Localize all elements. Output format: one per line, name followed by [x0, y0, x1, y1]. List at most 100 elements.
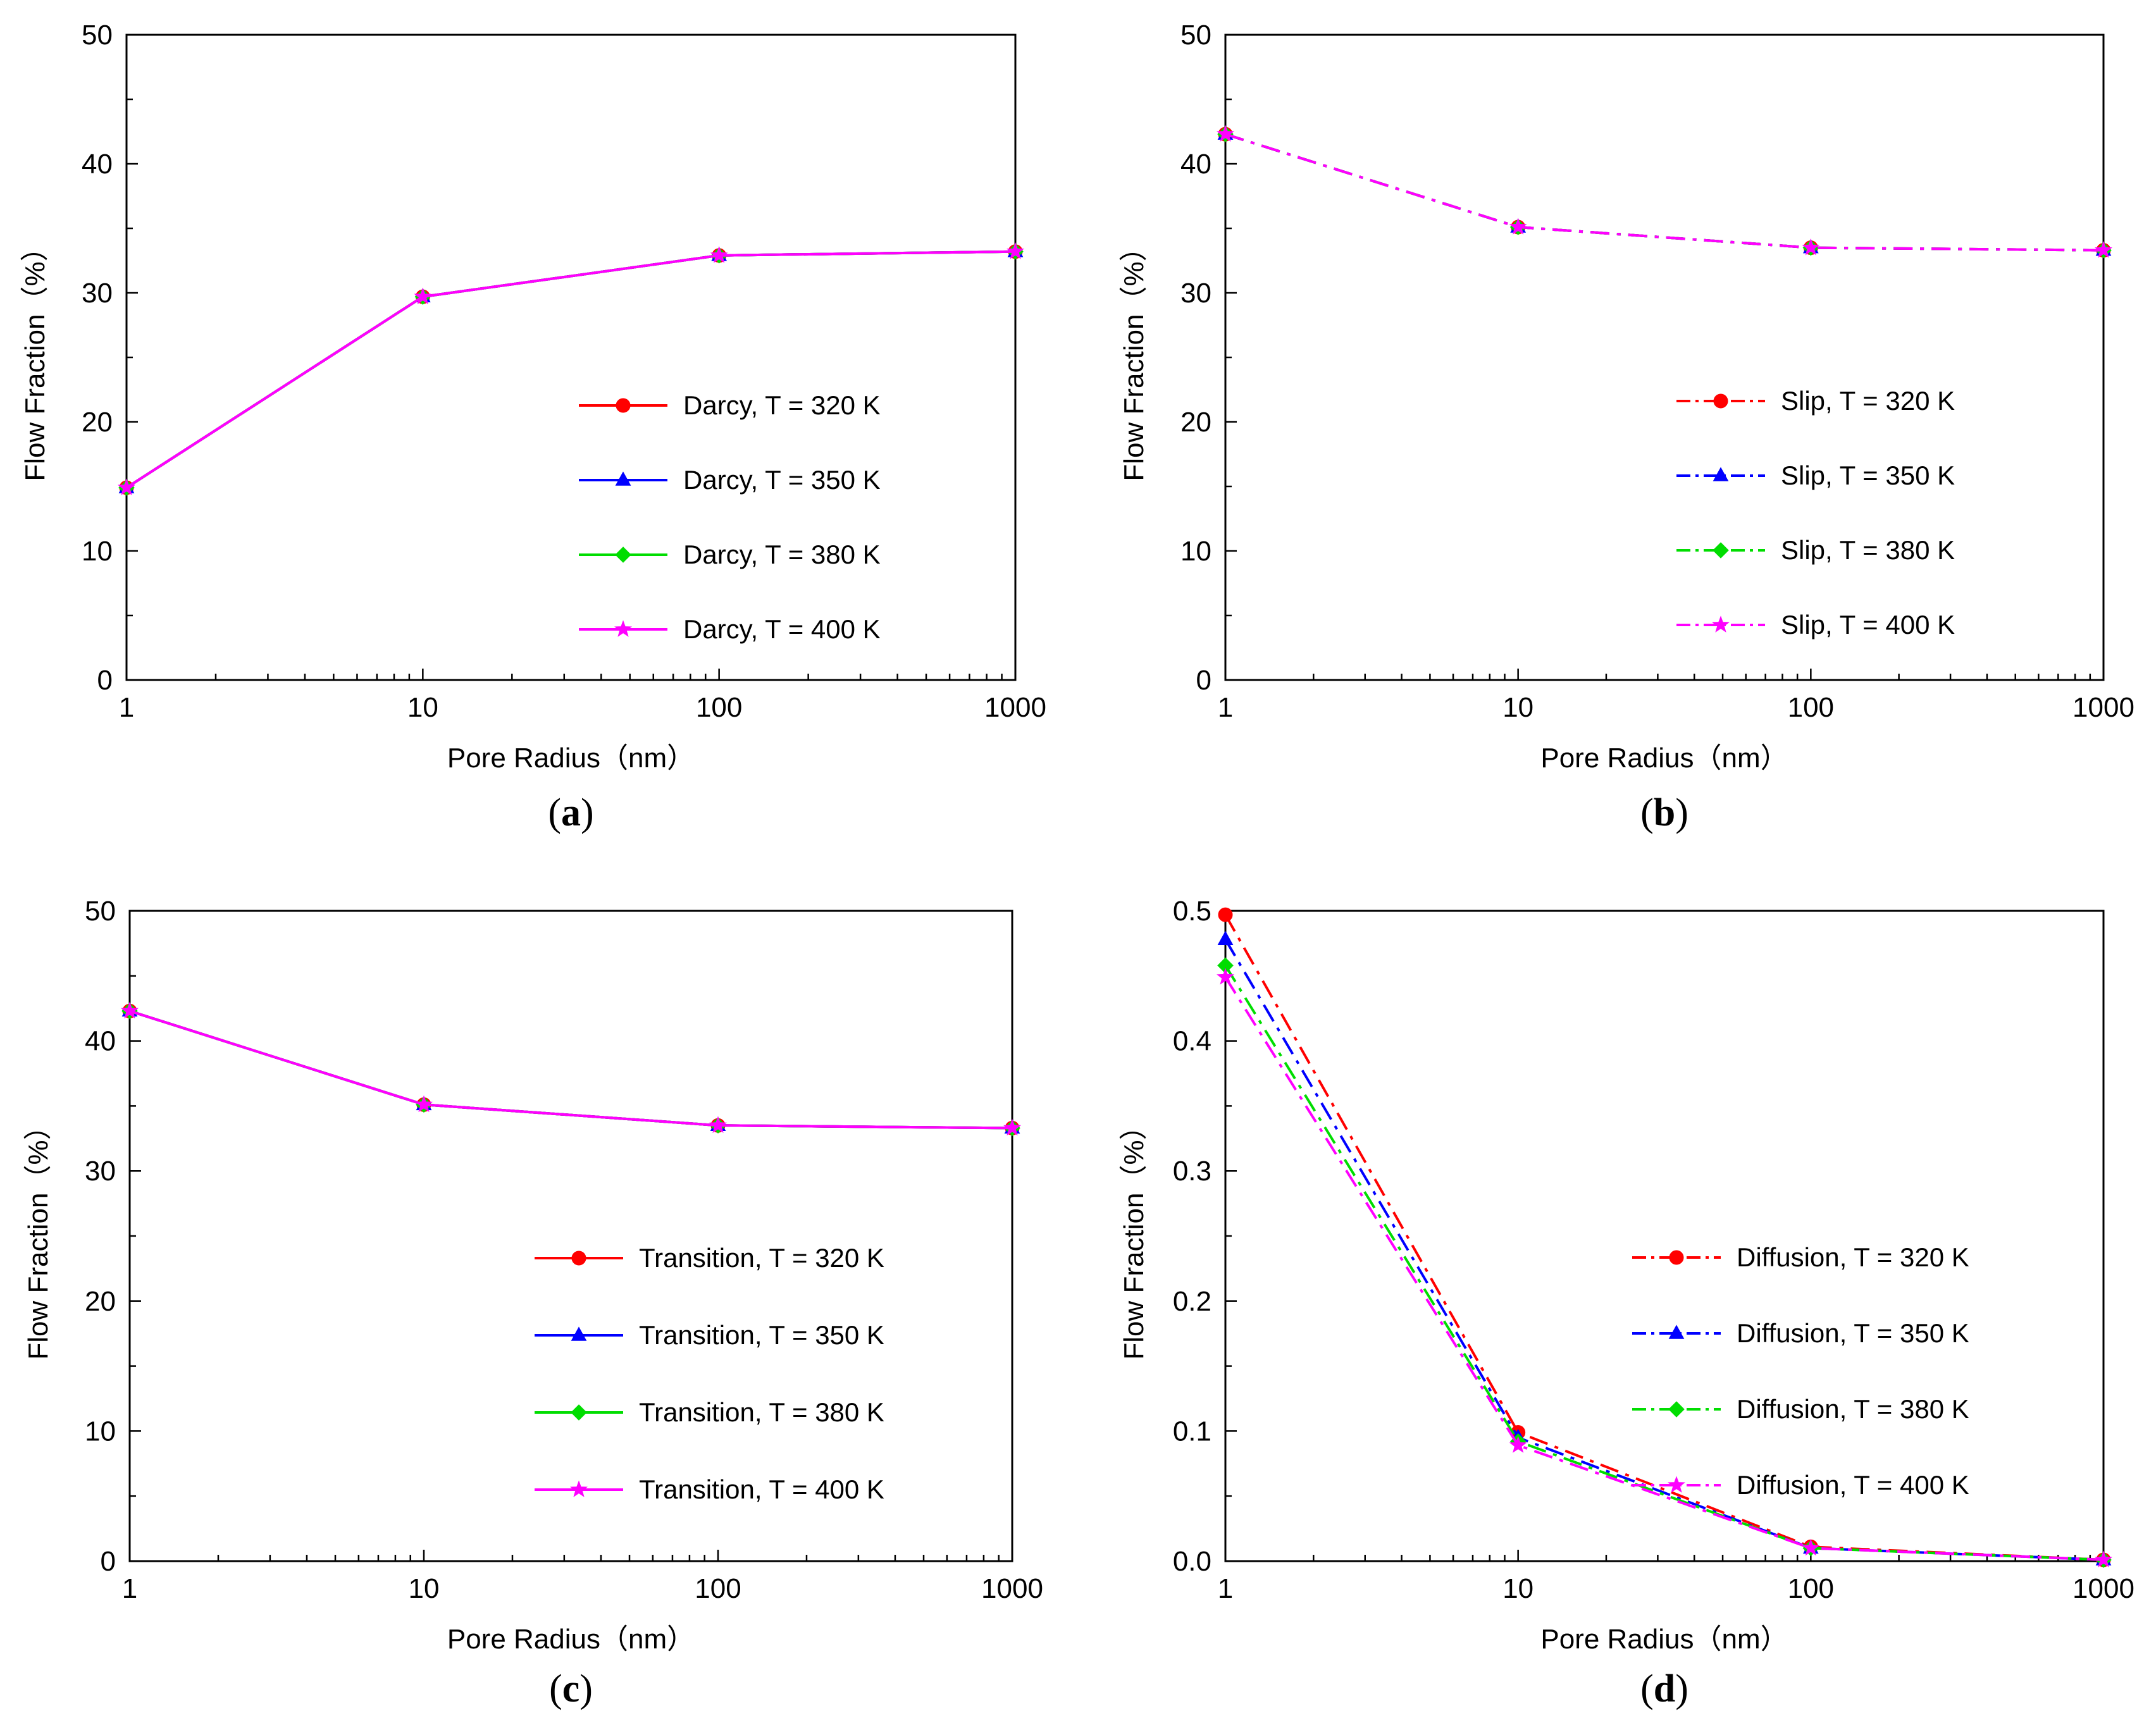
- y-tick-label: 0: [97, 665, 113, 696]
- x-tick-label: 10: [1502, 692, 1533, 723]
- series-line: [1224, 976, 2104, 1561]
- legend-marker: [1712, 615, 1730, 633]
- legend-marker: [1713, 393, 1728, 409]
- panel-label: (c): [549, 1667, 593, 1710]
- y-axis-label: Flow Fraction（%）: [23, 1112, 54, 1359]
- series-3: [1217, 957, 2112, 1568]
- x-tick-label: 1: [122, 1573, 137, 1604]
- series-line: [1225, 133, 2104, 252]
- x-tick-label: 10: [409, 1573, 440, 1604]
- y-tick-label: 10: [82, 536, 113, 567]
- x-tick-label: 1000: [984, 692, 1046, 723]
- x-tick-label: 1000: [2072, 692, 2134, 723]
- legend-label: Darcy, T = 400 K: [683, 614, 881, 644]
- chart-panel-c: 1 10 100 1000 0 10 20 30 40 50 Pore Radius（nm） Flow…: [23, 896, 1043, 1710]
- x-tick-label: 100: [696, 692, 742, 723]
- x-tick-label: 10: [1502, 1573, 1533, 1604]
- legend-marker: [1713, 467, 1729, 481]
- legend-marker: [1713, 542, 1729, 559]
- y-tick-label: 40: [82, 149, 113, 180]
- x-tick-label: 1000: [2072, 1573, 2134, 1604]
- data-point: [1217, 930, 1234, 945]
- legend-marker: [1668, 1401, 1685, 1418]
- plot-frame: [1224, 34, 2105, 681]
- y-tick-label: 10: [1180, 536, 1211, 567]
- legend-label: Transition, T = 400 K: [639, 1474, 884, 1504]
- series-line: [1225, 133, 2104, 252]
- plot-frame: [128, 910, 1013, 1562]
- legend-label: Diffusion, T = 380 K: [1737, 1394, 1969, 1424]
- chart-panel-b: 1 10 100 1000 0 10 20 30 40 50 Pore Radius（nm） Flow…: [1118, 20, 2134, 834]
- series-line: [125, 250, 1016, 489]
- legend-marker: [615, 471, 631, 486]
- legend-label: Diffusion, T = 350 K: [1737, 1318, 1969, 1348]
- data-point: [1217, 968, 1234, 985]
- series-1: [1218, 907, 2111, 1567]
- x-tick-label: 1: [1218, 692, 1233, 723]
- plot-frame: [125, 34, 1017, 681]
- data-point: [1509, 1436, 1527, 1453]
- data-point: [1802, 238, 1820, 256]
- legend-label: Darcy, T = 320 K: [683, 390, 881, 420]
- legend-label: Transition, T = 350 K: [639, 1320, 884, 1350]
- legend-label: Diffusion, T = 400 K: [1737, 1470, 1969, 1500]
- x-axis-label: Pore Radius（nm）: [447, 1624, 695, 1655]
- x-tick-label: 10: [407, 692, 438, 723]
- y-axis-label: Flow Fraction（%）: [1118, 1112, 1149, 1359]
- legend-label: Transition, T = 320 K: [639, 1243, 884, 1273]
- series-line: [129, 1010, 1013, 1130]
- y-tick-label: 50: [85, 896, 116, 927]
- series-4: [121, 1001, 1021, 1136]
- legend-marker: [614, 620, 632, 637]
- y-tick-label: 50: [1180, 20, 1211, 51]
- legend-marker: [570, 1480, 588, 1497]
- data-point: [2095, 241, 2112, 258]
- y-tick-label: 0: [101, 1546, 116, 1577]
- legend-label: Slip, T = 400 K: [1781, 610, 1955, 639]
- series-1: [1218, 127, 2111, 258]
- series-line: [129, 1010, 1013, 1130]
- data-point: [1509, 218, 1527, 235]
- data-point: [709, 1116, 727, 1134]
- legend-label: Darcy, T = 350 K: [683, 465, 881, 495]
- legend-marker: [616, 398, 631, 413]
- y-tick-label: 30: [1180, 278, 1211, 309]
- panel-label: (a): [548, 791, 593, 834]
- series-line: [1224, 965, 2104, 1561]
- data-point: [1802, 1538, 1820, 1556]
- y-tick-label: 40: [1180, 149, 1211, 180]
- data-point: [1218, 907, 1233, 922]
- legend: Darcy, T = 320 K Darcy, T = 350 K Darcy, T…: [579, 390, 881, 644]
- series-2: [121, 1002, 1020, 1134]
- series-4: [1217, 968, 2112, 1567]
- legend-marker: [571, 1251, 586, 1266]
- legend-marker: [615, 547, 631, 563]
- y-tick-label: 20: [1180, 407, 1211, 438]
- panel-label: (b): [1640, 791, 1688, 834]
- legend-marker: [571, 1326, 587, 1341]
- y-tick-label: 0.4: [1173, 1026, 1211, 1057]
- series-line: [1225, 133, 2104, 252]
- legend-label: Slip, T = 380 K: [1781, 535, 1955, 565]
- y-tick-label: 40: [85, 1026, 116, 1057]
- data-point: [1007, 242, 1024, 259]
- series-line: [1225, 133, 2104, 252]
- y-tick-label: 30: [85, 1156, 116, 1187]
- data-point: [710, 246, 728, 263]
- y-tick-label: 0.0: [1173, 1546, 1211, 1577]
- x-tick-label: 1: [1218, 1573, 1233, 1604]
- x-tick-label: 1000: [981, 1573, 1043, 1604]
- series-line: [129, 1010, 1013, 1130]
- series-1: [119, 244, 1023, 495]
- data-point: [1003, 1118, 1021, 1136]
- y-tick-label: 10: [85, 1416, 116, 1447]
- x-tick-label: 1: [119, 692, 134, 723]
- x-tick-label: 100: [1788, 692, 1834, 723]
- series-line: [129, 1010, 1013, 1130]
- legend-label: Transition, T = 380 K: [639, 1397, 884, 1427]
- series-line: [1224, 939, 2104, 1561]
- data-point: [121, 1001, 139, 1019]
- x-axis-label: Pore Radius（nm）: [447, 743, 695, 774]
- series-4: [118, 242, 1024, 495]
- legend-marker: [1669, 1250, 1684, 1265]
